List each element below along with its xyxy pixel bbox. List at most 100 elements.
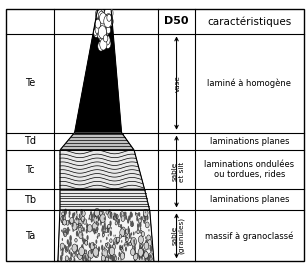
Ellipse shape <box>83 254 88 262</box>
Text: Tc: Tc <box>25 165 35 174</box>
Circle shape <box>143 250 145 254</box>
Ellipse shape <box>94 208 100 217</box>
Circle shape <box>115 214 118 219</box>
Ellipse shape <box>102 249 108 257</box>
Circle shape <box>100 240 102 243</box>
Ellipse shape <box>122 254 124 257</box>
Ellipse shape <box>92 222 98 231</box>
Circle shape <box>92 229 93 231</box>
Ellipse shape <box>138 248 143 256</box>
Circle shape <box>141 256 143 260</box>
Ellipse shape <box>105 39 111 49</box>
Circle shape <box>71 248 72 250</box>
Circle shape <box>69 235 72 241</box>
Circle shape <box>145 257 146 261</box>
Circle shape <box>143 211 146 218</box>
Ellipse shape <box>121 227 125 233</box>
Circle shape <box>65 258 67 261</box>
Circle shape <box>66 229 69 235</box>
Circle shape <box>92 214 94 218</box>
Ellipse shape <box>79 224 81 228</box>
Circle shape <box>81 253 83 258</box>
Ellipse shape <box>81 211 85 216</box>
Circle shape <box>85 250 87 252</box>
Ellipse shape <box>72 244 77 252</box>
Ellipse shape <box>102 258 104 261</box>
Circle shape <box>125 237 126 241</box>
Circle shape <box>73 252 74 255</box>
Circle shape <box>91 218 93 223</box>
Ellipse shape <box>130 222 134 227</box>
Ellipse shape <box>99 32 105 41</box>
Ellipse shape <box>64 232 67 237</box>
Ellipse shape <box>105 257 109 262</box>
Ellipse shape <box>138 219 142 223</box>
Circle shape <box>135 244 136 246</box>
Circle shape <box>130 240 131 244</box>
Circle shape <box>130 237 132 239</box>
Circle shape <box>84 239 86 244</box>
Circle shape <box>86 240 88 245</box>
Circle shape <box>129 216 131 220</box>
Ellipse shape <box>126 229 129 234</box>
Ellipse shape <box>120 229 125 236</box>
Circle shape <box>74 251 75 254</box>
Circle shape <box>98 215 99 218</box>
Circle shape <box>64 212 66 217</box>
Circle shape <box>148 248 149 250</box>
Circle shape <box>128 228 130 233</box>
Ellipse shape <box>148 253 153 260</box>
Circle shape <box>137 227 139 231</box>
Ellipse shape <box>104 35 110 45</box>
Ellipse shape <box>101 14 107 24</box>
Ellipse shape <box>94 29 99 38</box>
Circle shape <box>76 245 78 249</box>
Ellipse shape <box>93 244 97 251</box>
Circle shape <box>114 234 115 237</box>
Circle shape <box>90 211 92 216</box>
Circle shape <box>95 239 97 244</box>
Ellipse shape <box>137 230 139 234</box>
Circle shape <box>118 218 120 224</box>
Ellipse shape <box>106 243 110 248</box>
Circle shape <box>150 255 152 259</box>
Circle shape <box>125 212 126 216</box>
Circle shape <box>78 249 80 253</box>
Circle shape <box>122 228 123 232</box>
Circle shape <box>60 255 63 261</box>
Ellipse shape <box>99 19 105 29</box>
Ellipse shape <box>107 16 113 27</box>
Circle shape <box>69 229 70 231</box>
Circle shape <box>68 220 70 224</box>
Circle shape <box>90 248 93 254</box>
Circle shape <box>64 209 66 215</box>
Circle shape <box>120 224 122 229</box>
Circle shape <box>111 227 112 229</box>
Circle shape <box>118 239 119 243</box>
Ellipse shape <box>98 233 100 236</box>
Polygon shape <box>75 9 122 132</box>
Circle shape <box>134 245 136 251</box>
Ellipse shape <box>101 217 104 222</box>
Ellipse shape <box>135 253 138 258</box>
Polygon shape <box>60 189 150 210</box>
Circle shape <box>72 229 74 232</box>
Ellipse shape <box>88 250 94 258</box>
Ellipse shape <box>103 16 109 25</box>
Circle shape <box>131 221 134 227</box>
Circle shape <box>76 218 79 224</box>
Text: D50: D50 <box>164 16 189 27</box>
Circle shape <box>129 233 131 237</box>
Ellipse shape <box>99 29 106 42</box>
Circle shape <box>134 250 136 255</box>
Circle shape <box>114 212 115 215</box>
Circle shape <box>93 228 95 232</box>
Ellipse shape <box>143 250 147 256</box>
Ellipse shape <box>89 214 92 219</box>
Circle shape <box>125 246 127 251</box>
Ellipse shape <box>97 23 106 36</box>
Circle shape <box>91 214 93 218</box>
Ellipse shape <box>75 226 77 230</box>
Circle shape <box>138 255 141 260</box>
Ellipse shape <box>69 258 71 261</box>
